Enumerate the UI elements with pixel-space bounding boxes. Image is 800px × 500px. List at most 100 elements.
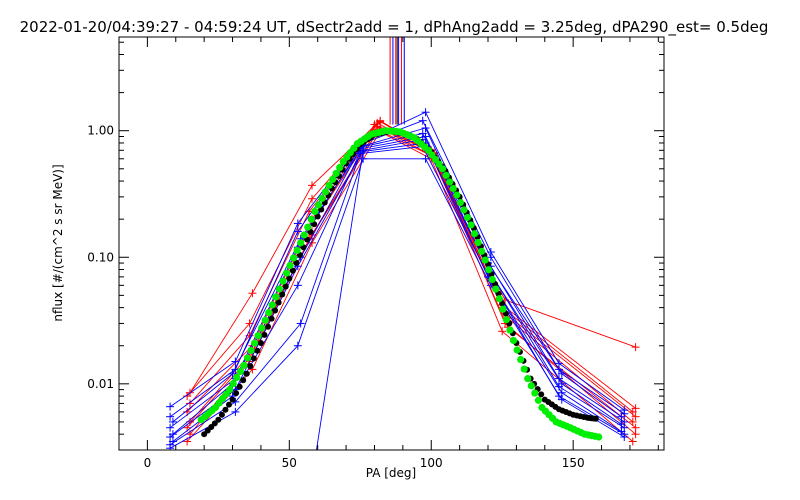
axes: 0 50 100 150 0.01 0.10 1.00 [87, 37, 664, 470]
fit-black-point [225, 401, 232, 408]
fit-green-point [268, 301, 276, 309]
x-tick-label: 0 [144, 456, 152, 470]
chart-title: 2022-01-20/04:39:27 - 04:59:24 UT, dSect… [20, 18, 769, 37]
fit-green-point [282, 269, 291, 277]
fit-green-point [321, 188, 330, 196]
fit-green-point [300, 231, 308, 239]
fit-black-point [282, 283, 289, 290]
fit-green-point [463, 213, 472, 222]
x-tick-label: 150 [562, 456, 585, 470]
y-tick-label: 1.00 [87, 124, 114, 138]
fit-black-point [243, 370, 250, 377]
data-point [311, 456, 319, 464]
fit-green-point [474, 238, 482, 247]
fit-green-point [261, 316, 269, 324]
fit-black-point [236, 383, 243, 390]
fit-green-point [492, 285, 500, 293]
x-axis-label: PA [deg] [366, 466, 416, 480]
fit-black-point [592, 415, 599, 422]
fit-green-point [286, 261, 294, 270]
data-point [231, 357, 240, 366]
data-point [166, 433, 175, 442]
fit-green-point [506, 326, 514, 334]
fit-green-point [453, 191, 461, 199]
series-line [172, 127, 622, 423]
data-point [631, 343, 640, 352]
data-point [421, 108, 430, 117]
data-point [166, 444, 175, 450]
fit-green-point [332, 169, 340, 178]
data-point [185, 399, 194, 408]
fit-green-point [297, 239, 305, 247]
fit-green-point [485, 266, 493, 274]
fit-black-point [272, 307, 279, 314]
data-point [168, 417, 177, 426]
data-point [631, 412, 640, 421]
fit-green-point [488, 275, 496, 284]
fit-green-point [311, 207, 319, 216]
data-point [231, 407, 240, 416]
data-point [486, 253, 495, 262]
fit-black-point [250, 355, 257, 362]
data-point [554, 382, 563, 391]
data-point [293, 219, 302, 228]
fit-green-point [481, 256, 489, 264]
fit-black-point [293, 259, 300, 266]
data-point [293, 341, 302, 350]
series-line [169, 111, 625, 411]
data-point [166, 423, 175, 432]
fit-green-point [513, 346, 521, 354]
fit-green-point [304, 223, 312, 231]
data-point [183, 392, 192, 401]
fit-curves [197, 127, 603, 441]
fit-black-point [261, 331, 268, 338]
fit-green-point [460, 206, 468, 214]
series-line [316, 150, 364, 450]
fit-green-point [226, 386, 234, 394]
fit-green-point [499, 305, 507, 313]
fit-black-point [279, 291, 286, 298]
fit-green-point [325, 181, 333, 189]
series-line [169, 158, 625, 449]
data-point [620, 433, 629, 442]
data-point [421, 154, 430, 163]
data-point [308, 194, 317, 203]
fit-green-point [527, 382, 535, 390]
fit-green-point [318, 194, 326, 203]
fit-green-point [265, 309, 273, 317]
data-point [308, 181, 317, 190]
fit-green-point [247, 346, 255, 355]
data-point [296, 319, 305, 328]
series-line [169, 146, 625, 446]
data-point [359, 146, 368, 155]
fit-green-point [240, 361, 248, 369]
fit-green-point [478, 247, 486, 255]
fit-green-point [517, 355, 525, 364]
vertical-lines [389, 37, 405, 125]
fit-green-point [446, 178, 454, 186]
fit-green-point [456, 198, 464, 207]
fit-green-point [250, 339, 259, 347]
fit-black-point [265, 323, 272, 330]
data-point [557, 395, 566, 404]
fit-black-point [289, 267, 296, 274]
fit-black-point [222, 406, 229, 413]
fit-green-point [595, 433, 603, 441]
fit-green-point [307, 215, 315, 223]
fit-green-point [502, 316, 511, 324]
series-line [169, 139, 625, 438]
fit-black-point [286, 275, 293, 282]
data-point [421, 124, 430, 133]
fit-green-point [449, 184, 457, 193]
y-axis-label: nflux [#/(cm^2 s sr MeV)] [51, 164, 65, 321]
fit-green-point [470, 230, 479, 238]
fit-green-point [229, 379, 237, 388]
y-tick-label: 0.10 [87, 250, 114, 264]
fit-black-point [538, 391, 545, 398]
x-tick-label: 100 [420, 456, 443, 470]
fit-green-point [243, 354, 252, 362]
fit-black-point [499, 300, 506, 307]
fit-green-point [495, 295, 503, 303]
data-point [248, 289, 257, 298]
